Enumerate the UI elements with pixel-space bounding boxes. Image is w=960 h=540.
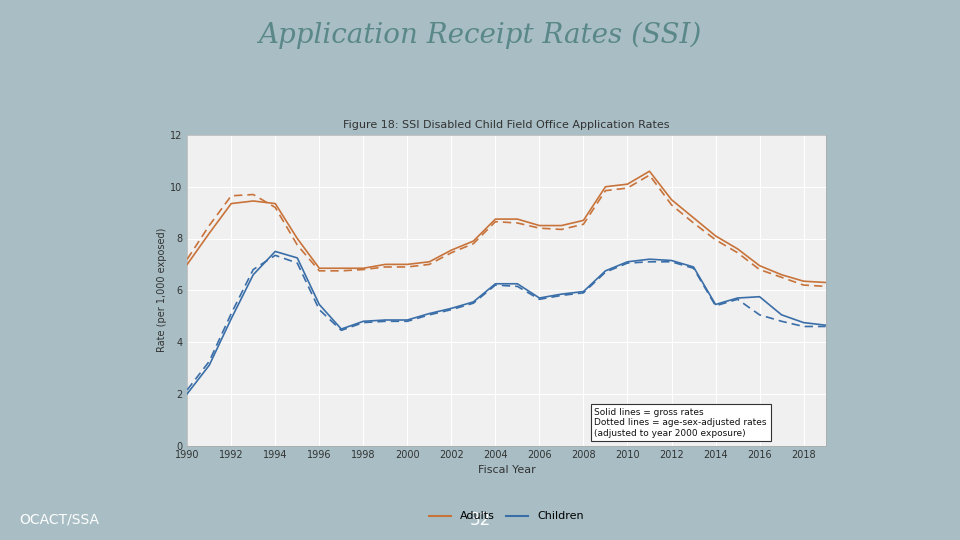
X-axis label: Fiscal Year: Fiscal Year — [477, 464, 536, 475]
Text: Solid lines = gross rates
Dotted lines = age-sex-adjusted rates
(adjusted to yea: Solid lines = gross rates Dotted lines =… — [594, 408, 767, 438]
Text: 32: 32 — [469, 511, 491, 529]
Text: Application Receipt Rates (SSI): Application Receipt Rates (SSI) — [258, 22, 702, 49]
Title: Figure 18: SSI Disabled Child Field Office Application Rates: Figure 18: SSI Disabled Child Field Offi… — [343, 120, 670, 130]
Text: OCACT/SSA: OCACT/SSA — [19, 513, 99, 526]
Y-axis label: Rate (per 1,000 exposed): Rate (per 1,000 exposed) — [157, 228, 167, 353]
Legend: Adults, Children: Adults, Children — [424, 507, 588, 526]
